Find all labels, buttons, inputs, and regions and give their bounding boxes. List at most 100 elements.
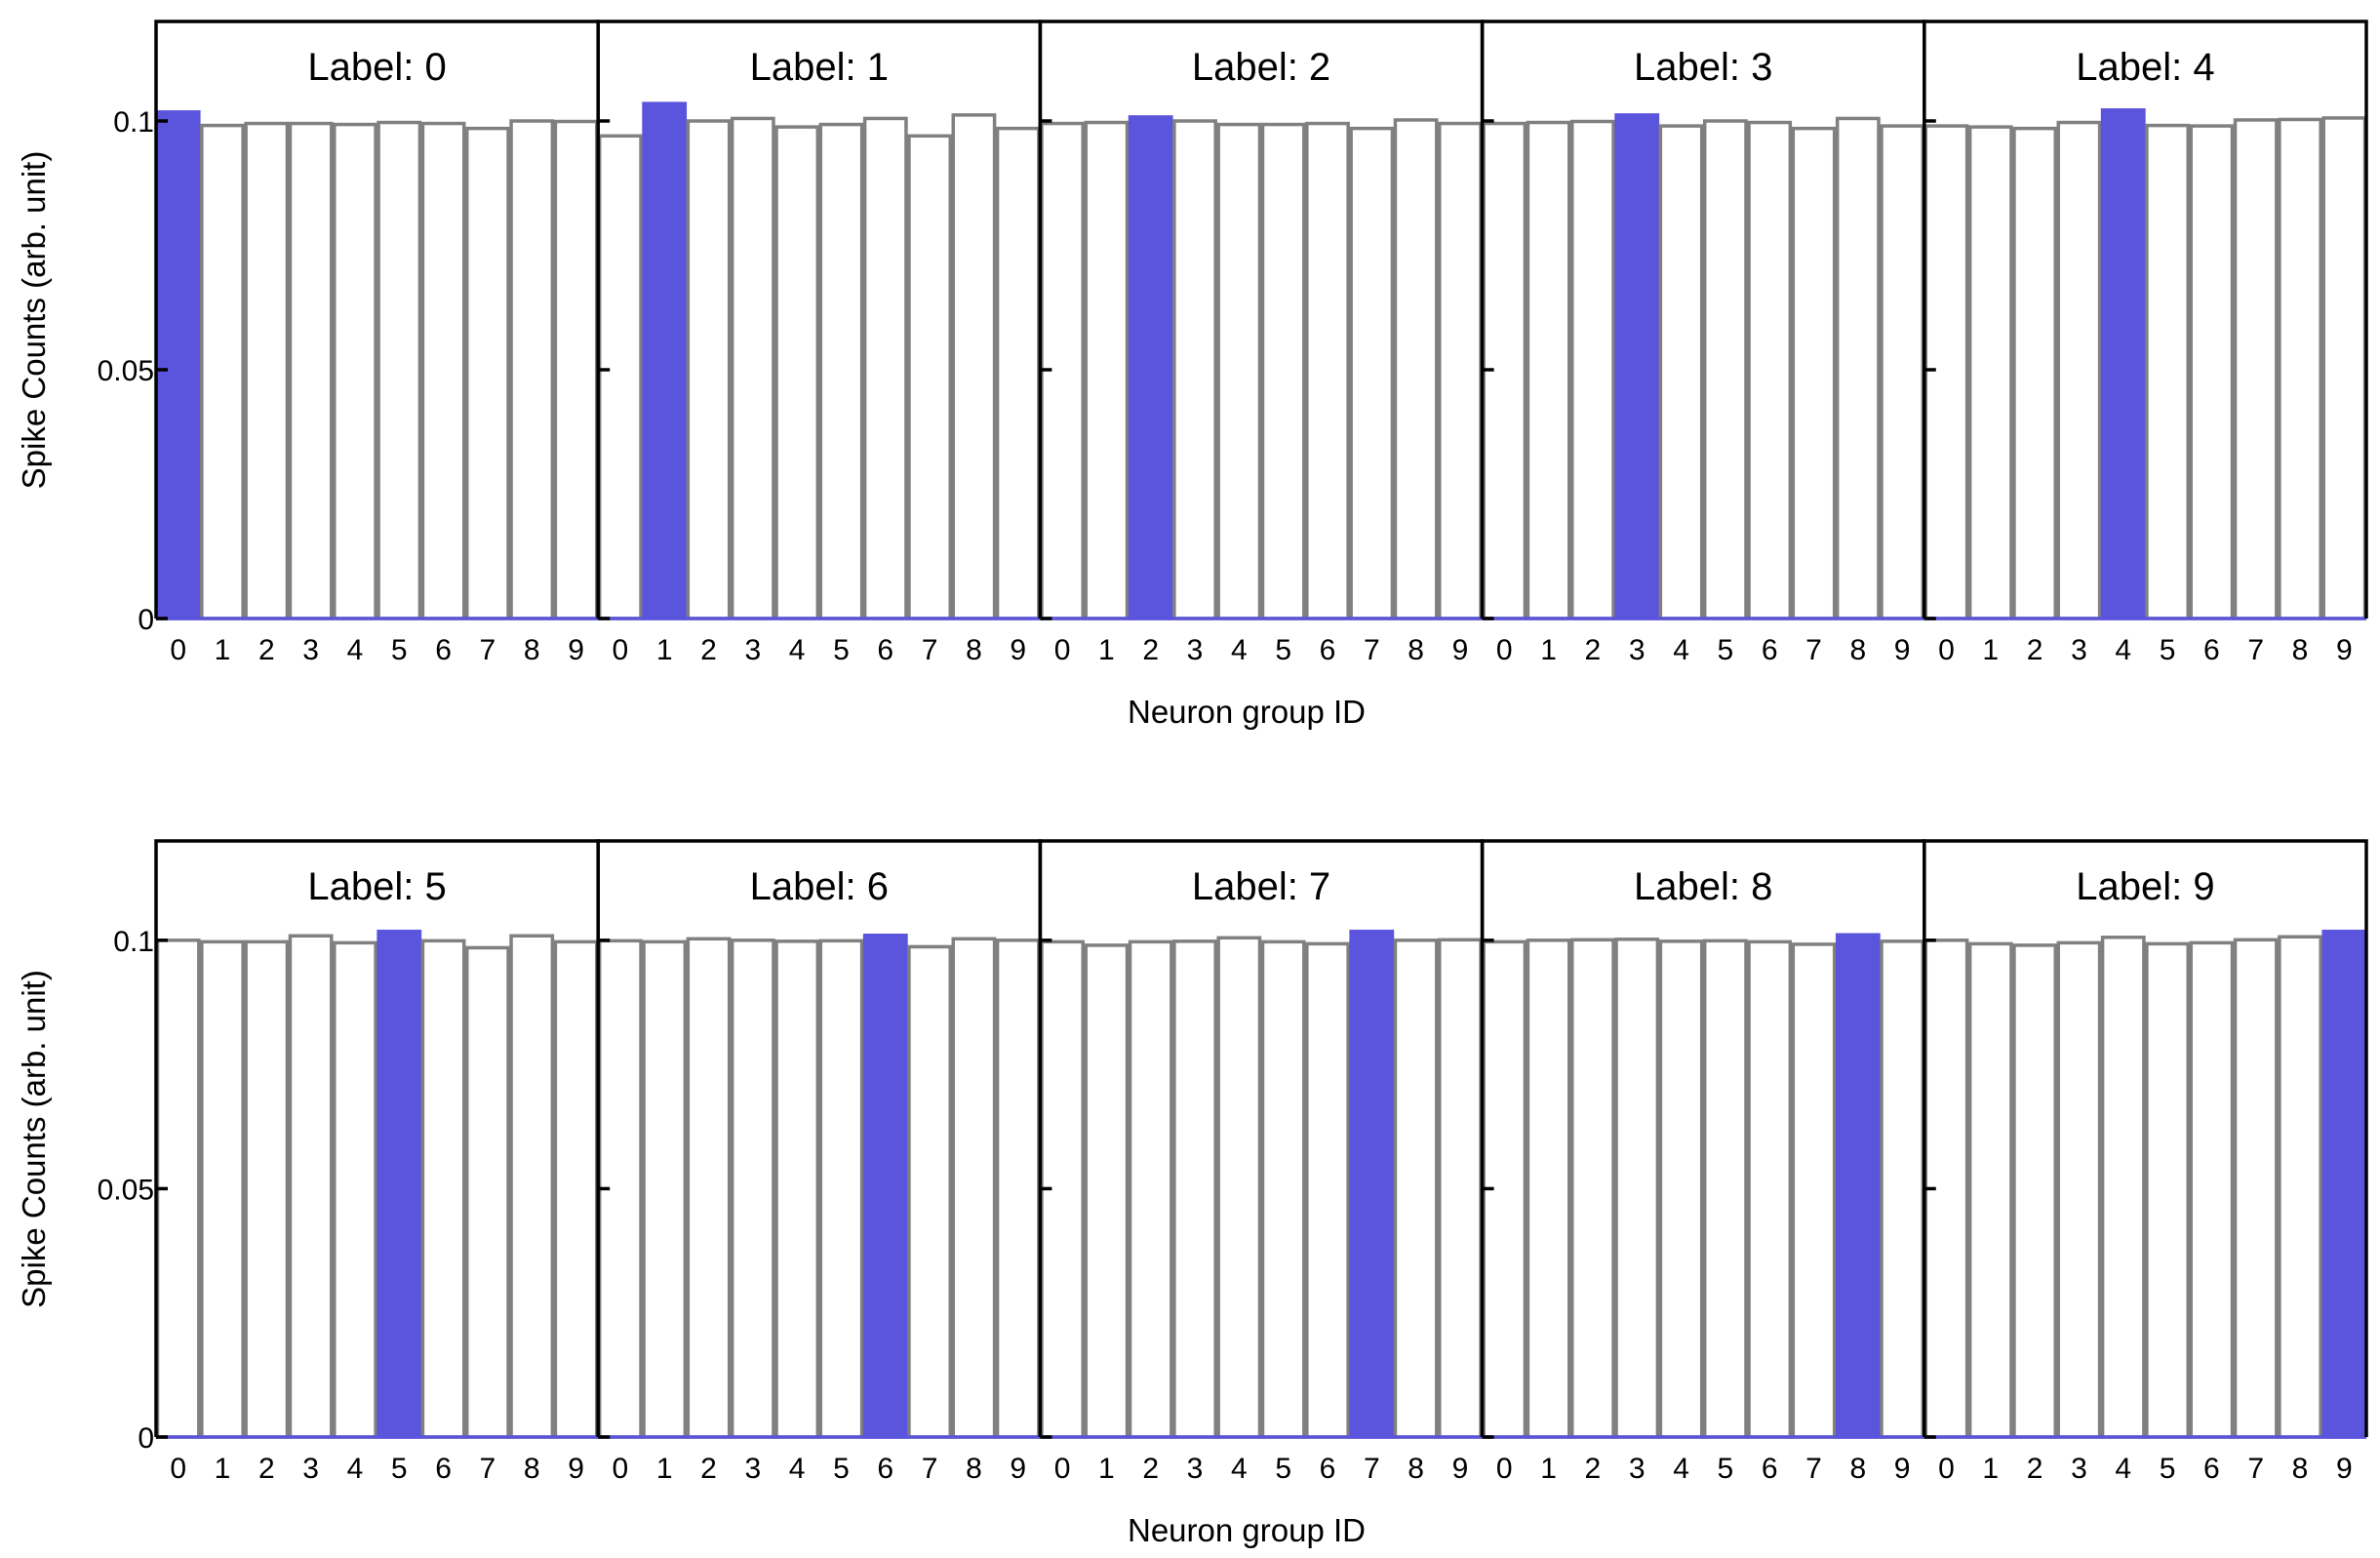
bar — [1702, 119, 1748, 620]
bar — [951, 113, 997, 620]
bar — [1526, 939, 1571, 1439]
x-tick-label: 8 — [1408, 1453, 1424, 1485]
y-tick-label: 0 — [138, 604, 154, 636]
bar — [2145, 123, 2190, 620]
bar — [951, 937, 997, 1439]
bar — [1747, 120, 1793, 620]
x-tick-label: 0 — [1938, 634, 1955, 666]
x-tick-label: 1 — [1982, 634, 1999, 666]
bar — [774, 939, 820, 1439]
bar — [686, 119, 732, 620]
x-tick-label: 0 — [1054, 634, 1071, 666]
x-axis-title: Neuron group ID — [1128, 1512, 1366, 1548]
panel-title: Label: 6 — [750, 865, 889, 908]
bar — [553, 119, 599, 620]
bar — [1393, 939, 1439, 1439]
x-tick-label: 9 — [1894, 634, 1911, 666]
y-tick-label: 0.1 — [113, 106, 154, 139]
x-tick-label: 3 — [302, 634, 319, 666]
bar — [1128, 939, 1173, 1439]
x-tick-label: 8 — [1849, 634, 1866, 666]
bar — [686, 937, 732, 1439]
x-tick-label: 1 — [1098, 1453, 1115, 1485]
x-tick-label: 8 — [2292, 634, 2309, 666]
bar — [1216, 936, 1262, 1439]
x-tick-label: 5 — [833, 1453, 850, 1485]
bar — [2189, 940, 2235, 1439]
x-tick-label: 2 — [2027, 1453, 2043, 1485]
bar — [2100, 936, 2146, 1439]
panel-title: Label: 8 — [1634, 865, 1772, 908]
bar — [1084, 943, 1130, 1439]
bar — [1569, 938, 1615, 1439]
x-tick-label: 6 — [877, 634, 893, 666]
bar — [1569, 119, 1615, 620]
x-axis-title: Neuron group ID — [1128, 694, 1366, 730]
x-tick-label: 4 — [1231, 1453, 1248, 1485]
bar — [1305, 941, 1350, 1439]
bar — [200, 939, 245, 1439]
x-tick-label: 3 — [302, 1453, 319, 1485]
panel: Label: 6 0 1 2 3 4 5 6 7 8 9 — [596, 839, 1043, 1485]
bar — [995, 126, 1041, 620]
bar — [818, 122, 864, 620]
bar — [1526, 120, 1571, 620]
bar — [1393, 118, 1439, 620]
x-tick-label: 2 — [1585, 634, 1602, 666]
bar — [2189, 124, 2235, 620]
panel-title: Label: 1 — [750, 46, 889, 89]
panel-title: Label: 5 — [307, 865, 446, 908]
x-tick-label: 6 — [2203, 634, 2220, 666]
bar — [1349, 126, 1395, 620]
bar — [464, 945, 510, 1439]
x-tick-label: 7 — [922, 634, 938, 666]
x-tick-label: 1 — [1098, 634, 1115, 666]
bar — [1614, 938, 1660, 1439]
x-tick-label: 9 — [1452, 634, 1469, 666]
bar — [995, 939, 1041, 1439]
x-tick-label: 0 — [613, 1453, 629, 1485]
x-tick-label: 0 — [1496, 634, 1513, 666]
x-tick-label: 9 — [2336, 1453, 2353, 1485]
x-tick-label: 6 — [435, 1453, 452, 1485]
bar — [1216, 122, 1262, 620]
bar — [1658, 939, 1704, 1439]
panel: Label: 3 0 1 2 3 4 5 6 7 8 9 — [1480, 20, 1926, 666]
x-tick-label: 0 — [170, 1453, 186, 1485]
x-tick-label: 7 — [480, 1453, 496, 1485]
x-tick-label: 2 — [700, 1453, 717, 1485]
bar — [2012, 943, 2058, 1439]
bar — [288, 121, 334, 620]
x-tick-label: 7 — [480, 634, 496, 666]
bar — [862, 116, 908, 620]
x-tick-label: 7 — [1805, 634, 1822, 666]
x-tick-label: 8 — [524, 634, 540, 666]
x-tick-label: 1 — [1540, 634, 1557, 666]
x-tick-label: 4 — [1673, 634, 1689, 666]
x-tick-label: 0 — [1496, 1453, 1513, 1485]
bar-highlight — [1349, 929, 1395, 1439]
x-tick-label: 1 — [1982, 1453, 1999, 1485]
x-tick-label: 1 — [215, 634, 231, 666]
bar — [1791, 126, 1837, 620]
bar — [200, 123, 245, 620]
x-tick-label: 1 — [656, 634, 673, 666]
x-tick-label: 9 — [1452, 1453, 1469, 1485]
x-tick-label: 2 — [2027, 634, 2043, 666]
x-tick-label: 9 — [1894, 1453, 1911, 1485]
x-tick-label: 0 — [170, 634, 186, 666]
x-tick-label: 9 — [568, 634, 584, 666]
x-tick-label: 2 — [700, 634, 717, 666]
bar-highlight — [2321, 929, 2367, 1439]
bar — [1880, 124, 1925, 620]
y-tick-label: 0.1 — [113, 926, 154, 958]
bar — [1172, 939, 1217, 1439]
x-tick-label: 1 — [1540, 1453, 1557, 1485]
panel: Label: 8 0 1 2 3 4 5 6 7 8 9 — [1480, 839, 1926, 1485]
y-axis-title: Spike Counts (arb. unit) — [16, 970, 52, 1308]
panel-title: Label: 0 — [307, 46, 446, 89]
x-tick-label: 0 — [613, 634, 629, 666]
bar — [2321, 116, 2367, 620]
bar — [1260, 122, 1306, 620]
